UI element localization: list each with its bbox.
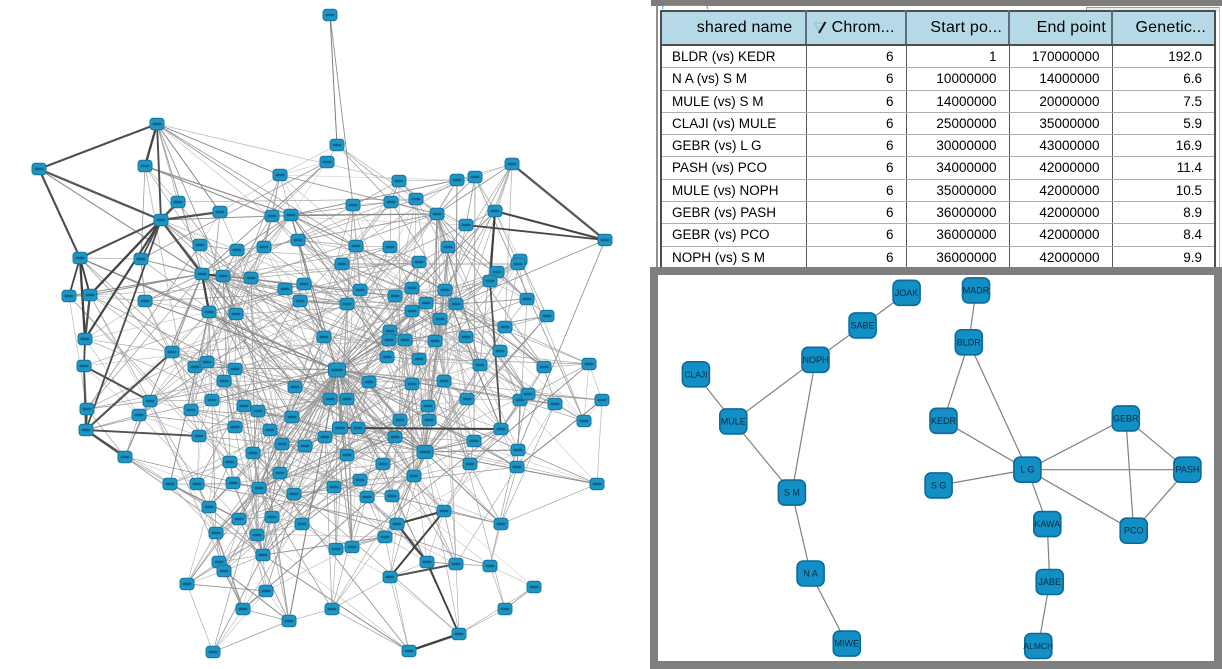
svg-text:PCO: PCO	[1124, 526, 1144, 536]
svg-text:NOPH: NOPH	[802, 355, 828, 365]
svg-text:CLAJI: CLAJI	[684, 369, 707, 379]
svg-text:GEBR: GEBR	[1113, 413, 1139, 423]
svg-text:S G: S G	[931, 480, 947, 490]
svg-text:MULE: MULE	[721, 416, 746, 426]
svg-text:KAWA: KAWA	[1034, 519, 1060, 529]
svg-text:MADR: MADR	[963, 285, 990, 295]
svg-text:ALMCH: ALMCH	[1023, 641, 1053, 651]
svg-text:JABE: JABE	[1038, 577, 1061, 587]
svg-text:L G: L G	[1020, 465, 1034, 475]
svg-text:JOAK: JOAK	[895, 288, 919, 298]
svg-text:S M: S M	[784, 488, 800, 498]
svg-text:PASH: PASH	[1175, 465, 1199, 475]
svg-text:SABE: SABE	[851, 320, 875, 330]
svg-text:N A: N A	[803, 569, 818, 579]
svg-text:MIWE: MIWE	[835, 639, 860, 649]
svg-text:BLDR: BLDR	[957, 337, 982, 347]
svg-text:KEDR: KEDR	[931, 416, 957, 426]
